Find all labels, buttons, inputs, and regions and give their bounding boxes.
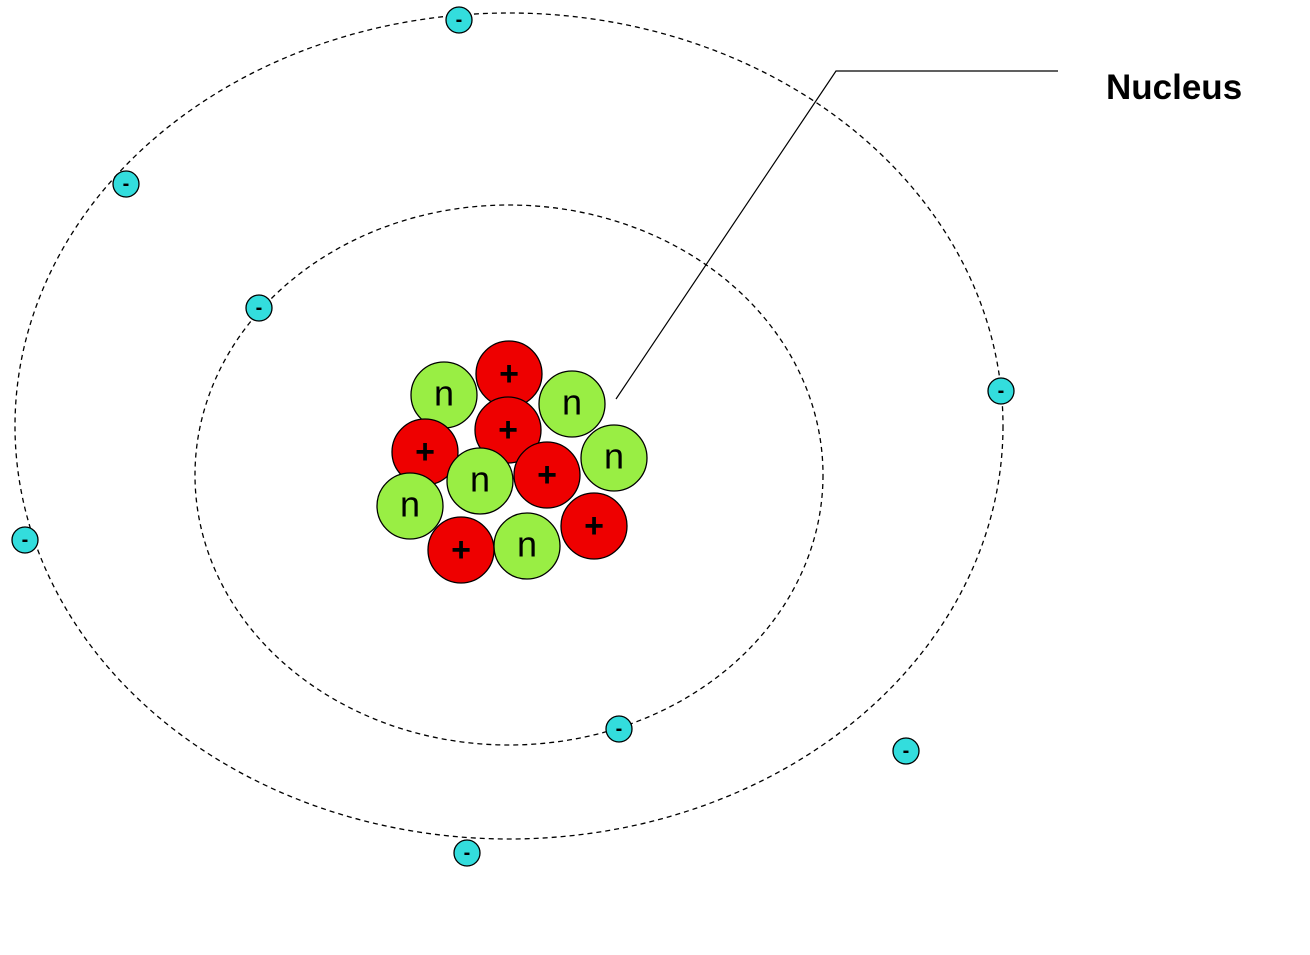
nucleus: n +n++ n+nn+n+ <box>376 340 648 584</box>
proton-1-symbol: + <box>499 355 519 393</box>
electron-7: - <box>245 294 273 322</box>
proton-4-symbol: + <box>537 456 557 494</box>
electron-6-symbol: - <box>464 842 471 864</box>
electron-6: - <box>453 839 481 867</box>
neutron-1-symbol: n <box>434 373 454 414</box>
electron-2: - <box>112 170 140 198</box>
electron-8-body <box>605 715 633 743</box>
neutron-2: n <box>538 370 606 438</box>
proton-5-body <box>560 492 628 560</box>
neutron-5: n <box>376 472 444 540</box>
electron-8-symbol: - <box>616 718 623 740</box>
electron-6-body <box>453 839 481 867</box>
proton-6-body <box>427 516 495 584</box>
neutron-6: n <box>493 512 561 580</box>
electron-5-symbol: - <box>903 740 910 762</box>
neutron-5-body <box>376 472 444 540</box>
electron-2-body <box>112 170 140 198</box>
electron-7-symbol: - <box>256 297 263 319</box>
inner-orbit <box>194 204 824 746</box>
neutron-2-symbol: n <box>562 382 582 423</box>
electron-2-symbol: - <box>123 173 130 195</box>
electrons: - - - - - - - - <box>11 6 1015 867</box>
neutron-4-symbol: n <box>470 459 490 500</box>
proton-3-symbol: + <box>415 433 435 471</box>
electron-4-body <box>11 526 39 554</box>
electron-5-body <box>892 737 920 765</box>
electron-8: - <box>605 715 633 743</box>
neutron-1: n <box>410 361 478 429</box>
proton-6: + <box>427 516 495 584</box>
electron-5: - <box>892 737 920 765</box>
electron-4: - <box>11 526 39 554</box>
proton-2-symbol: + <box>498 411 518 449</box>
proton-2: + <box>474 396 542 464</box>
neutron-2-body <box>538 370 606 438</box>
neutron-5-symbol: n <box>400 484 420 525</box>
neutron-3-symbol: n <box>604 436 624 477</box>
neutron-4: n <box>446 447 514 515</box>
electron-3: - <box>987 377 1015 405</box>
electron-4-symbol: - <box>22 529 29 551</box>
nucleus-leader-line <box>615 70 1058 400</box>
proton-4-body <box>513 441 581 509</box>
outer-orbit <box>14 12 1004 840</box>
electron-1: - <box>445 6 473 34</box>
proton-6-symbol: + <box>451 531 471 569</box>
proton-1: + <box>475 340 543 408</box>
neutron-4-body <box>446 447 514 515</box>
electron-3-symbol: - <box>998 380 1005 402</box>
neutron-6-symbol: n <box>517 524 537 565</box>
neutron-3: n <box>580 424 648 492</box>
proton-4: + <box>513 441 581 509</box>
proton-5-symbol: + <box>584 507 604 545</box>
neutron-3-body <box>580 424 648 492</box>
proton-5: + <box>560 492 628 560</box>
nucleus-label: Nucleus <box>1106 68 1243 107</box>
electron-1-symbol: - <box>456 9 463 31</box>
electron-1-body <box>445 6 473 34</box>
electron-3-body <box>987 377 1015 405</box>
electron-7-body <box>245 294 273 322</box>
